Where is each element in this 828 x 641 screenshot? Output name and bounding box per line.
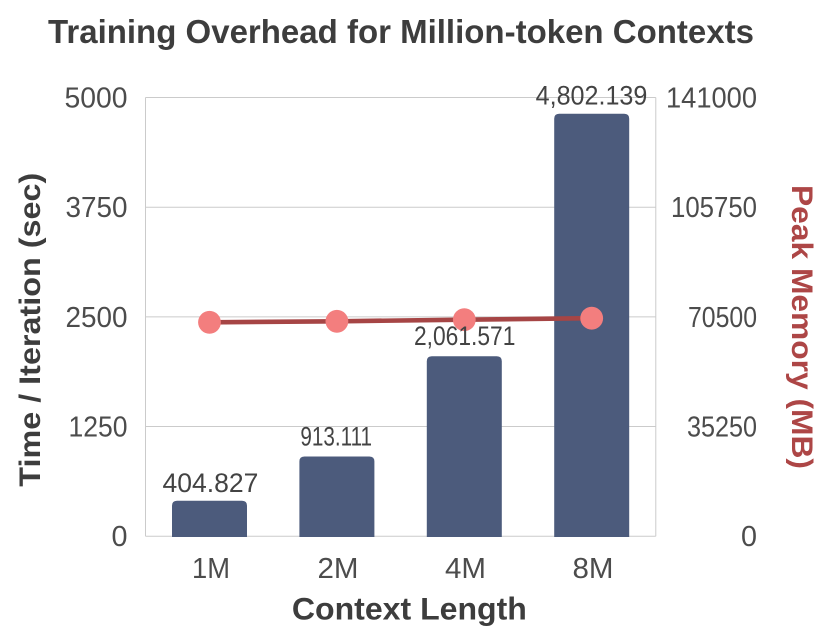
- svg-text:4,802.139: 4,802.139: [536, 80, 648, 110]
- svg-text:2,061.571: 2,061.571: [414, 321, 515, 351]
- svg-text:105750: 105750: [671, 192, 757, 224]
- svg-text:8M: 8M: [573, 553, 614, 585]
- svg-text:141000: 141000: [666, 83, 757, 115]
- svg-text:4M: 4M: [445, 553, 486, 585]
- svg-text:35250: 35250: [687, 412, 757, 444]
- svg-text:0: 0: [741, 521, 757, 553]
- svg-text:404.827: 404.827: [163, 468, 259, 498]
- svg-text:2M: 2M: [318, 553, 359, 585]
- svg-text:1M: 1M: [192, 553, 230, 585]
- svg-text:70500: 70500: [688, 302, 757, 334]
- svg-text:1250: 1250: [69, 412, 128, 444]
- svg-text:Context Length: Context Length: [292, 591, 527, 627]
- svg-text:Training Overhead for Million-: Training Overhead for Million-token Cont…: [48, 13, 754, 50]
- svg-text:3750: 3750: [66, 192, 128, 224]
- svg-text:5000: 5000: [65, 83, 128, 115]
- svg-text:2500: 2500: [66, 302, 128, 334]
- svg-text:Peak Memory (MB): Peak Memory (MB): [785, 185, 818, 469]
- svg-text:913.111: 913.111: [300, 422, 372, 452]
- svg-text:0: 0: [112, 521, 128, 553]
- svg-text:Time / Iteration (sec): Time / Iteration (sec): [14, 173, 47, 487]
